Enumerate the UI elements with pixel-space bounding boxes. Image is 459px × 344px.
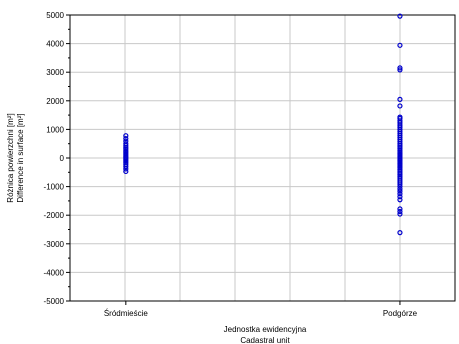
data-point [397,67,403,73]
data-point [123,135,129,142]
data-point [397,183,403,189]
y-tick-label: 1000 [46,125,64,134]
data-point [397,206,403,212]
y-axis-title-line-2: Difference in surface [m²] [16,113,25,202]
y-axis-ticks: 5000 4000 3000 2000 1000 0 -1000 -2000 -3000 -400… [44,11,70,306]
data-point [397,65,403,71]
y-axis-title: Różnica powierzchni [m²] Difference in s… [6,113,25,202]
data-point [397,103,403,109]
data-point [397,96,403,102]
data-point [397,194,403,200]
data-point [397,181,403,187]
data-point [123,166,129,172]
y-tick-label: -3000 [44,240,65,249]
y-tick-label: -2000 [44,211,65,220]
data-point [123,133,129,139]
data-point [123,143,129,149]
y-tick-label: 5000 [46,11,64,20]
data-point [397,186,403,192]
data-point [397,13,403,19]
data-point [397,230,403,236]
y-tick-label: 0 [60,154,65,163]
x-tick-label: Podgórze [383,309,418,318]
data-point [397,211,403,217]
y-axis-title-line-1: Różnica powierzchni [m²] [6,113,15,202]
data-point [123,168,129,175]
y-tick-label: -5000 [44,297,65,306]
y-tick-label: 2000 [46,97,64,106]
y-tick-label: 3000 [46,68,64,77]
x-axis-title-line-1: Jednostka ewidencyjna [224,325,307,334]
data-point [397,191,403,197]
data-point [397,197,403,203]
data-point [123,163,129,170]
x-axis-title-line-2: Cadastral unit [240,336,290,344]
y-tick-label: -4000 [44,268,65,277]
x-axis-ticks: Śródmieście Podgórze [104,301,418,318]
data-point [397,42,403,48]
y-tick-label: -1000 [44,183,65,192]
y-tick-label: 4000 [46,40,64,49]
data-point [397,188,403,194]
data-points [123,13,403,236]
x-tick-label: Śródmieście [104,309,149,318]
data-point [397,208,403,215]
